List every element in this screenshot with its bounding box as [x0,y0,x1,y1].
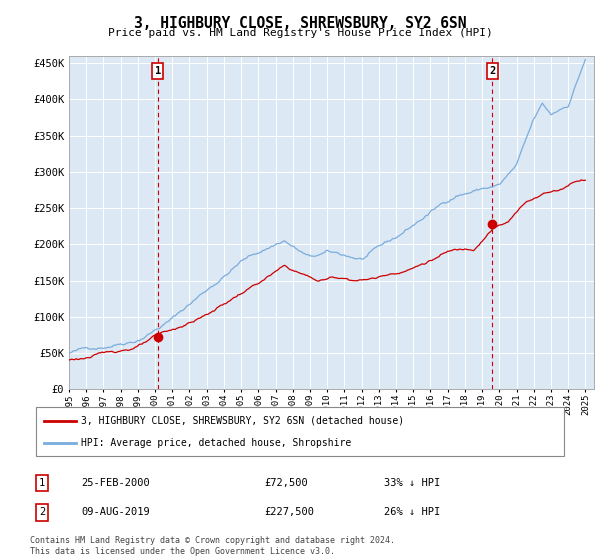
Text: £72,500: £72,500 [264,478,308,488]
Text: Price paid vs. HM Land Registry's House Price Index (HPI): Price paid vs. HM Land Registry's House … [107,28,493,38]
Text: 09-AUG-2019: 09-AUG-2019 [81,507,150,517]
Text: 26% ↓ HPI: 26% ↓ HPI [384,507,440,517]
Text: 2: 2 [39,507,45,517]
Text: 1: 1 [155,66,161,76]
Text: 2: 2 [490,66,496,76]
Text: HPI: Average price, detached house, Shropshire: HPI: Average price, detached house, Shro… [81,437,351,447]
Text: 3, HIGHBURY CLOSE, SHREWSBURY, SY2 6SN (detached house): 3, HIGHBURY CLOSE, SHREWSBURY, SY2 6SN (… [81,416,404,426]
Text: 33% ↓ HPI: 33% ↓ HPI [384,478,440,488]
Text: 1: 1 [39,478,45,488]
Text: Contains HM Land Registry data © Crown copyright and database right 2024.
This d: Contains HM Land Registry data © Crown c… [30,536,395,556]
FancyBboxPatch shape [36,407,564,456]
Text: £227,500: £227,500 [264,507,314,517]
Text: 25-FEB-2000: 25-FEB-2000 [81,478,150,488]
Text: 3, HIGHBURY CLOSE, SHREWSBURY, SY2 6SN: 3, HIGHBURY CLOSE, SHREWSBURY, SY2 6SN [134,16,466,31]
